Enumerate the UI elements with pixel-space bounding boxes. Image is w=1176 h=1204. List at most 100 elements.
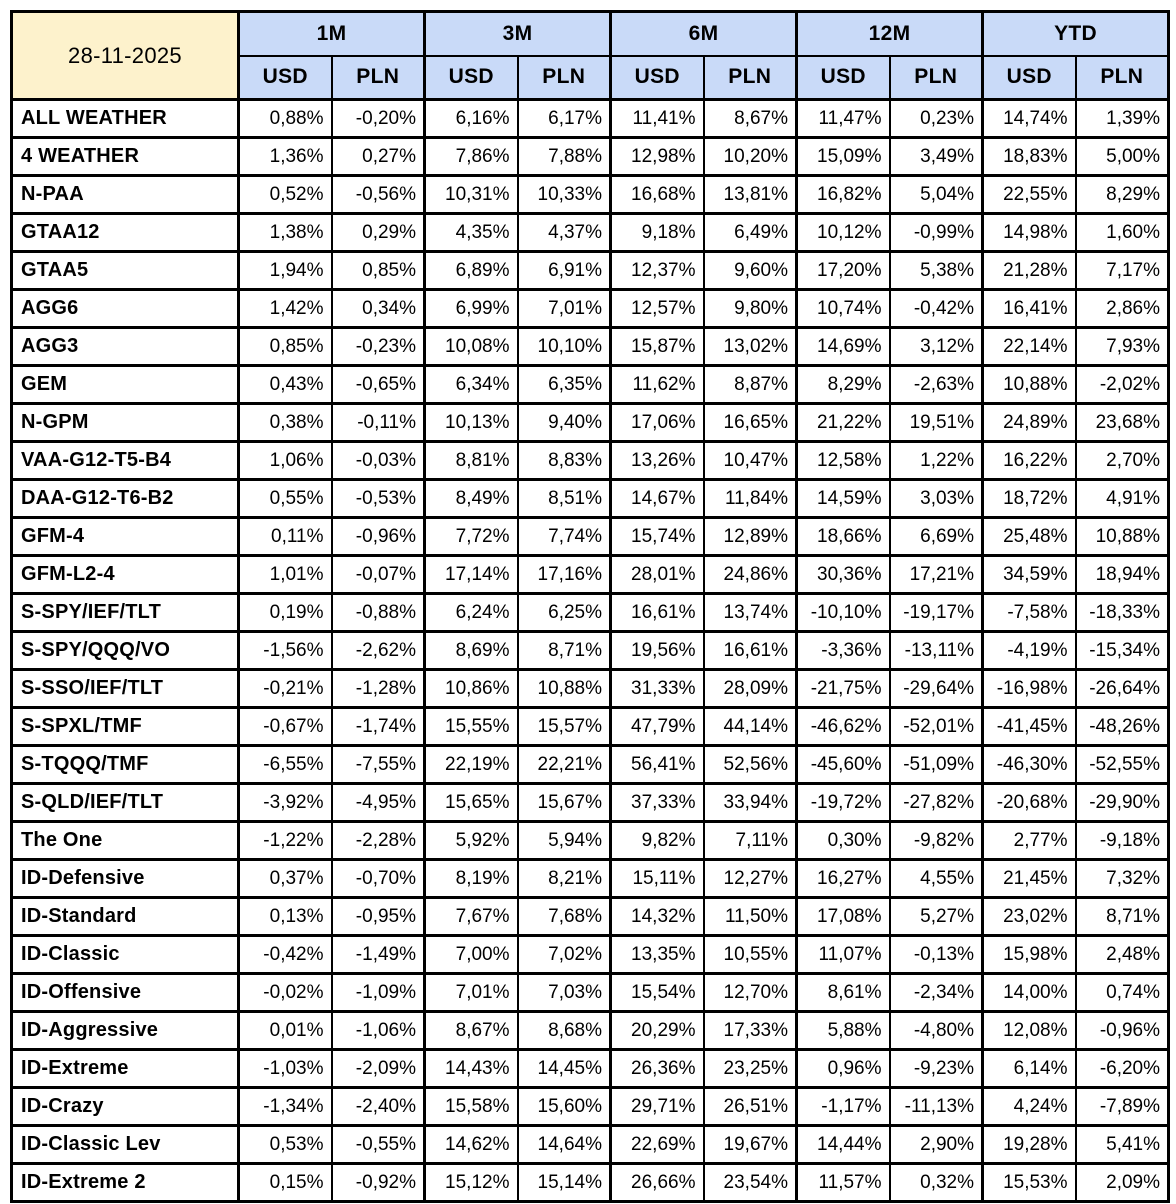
value-cell: 11,50% xyxy=(702,896,798,937)
value-cell: -0,13% xyxy=(888,934,985,975)
row-label: S-QLD/IEF/TLT xyxy=(10,782,240,823)
table-row: S-SPXL/TMF -0,67% -1,74% 15,55% 15,57% 47,79%… xyxy=(10,706,1171,747)
value-cell: -0,02% xyxy=(237,972,333,1013)
value-cell: 5,94% xyxy=(516,820,612,861)
value-cell: 47,79% xyxy=(609,706,705,747)
value-cell: 21,45% xyxy=(981,858,1077,899)
value-cell: 7,68% xyxy=(516,896,612,937)
table-row: S-QLD/IEF/TLT -3,92% -4,95% 15,65% 15,67% 37,… xyxy=(10,782,1171,823)
value-cell: 13,35% xyxy=(609,934,705,975)
value-cell: 10,47% xyxy=(702,440,798,481)
value-cell: 11,62% xyxy=(609,364,705,405)
value-cell: -0,92% xyxy=(330,1162,426,1203)
currency-header-6m-pln: PLN xyxy=(702,54,798,101)
value-cell: -0,42% xyxy=(888,288,985,329)
value-cell: 6,99% xyxy=(423,288,519,329)
value-cell: 24,86% xyxy=(702,554,798,595)
value-cell: 0,29% xyxy=(330,212,426,253)
value-cell: 25,48% xyxy=(981,516,1077,557)
value-cell: 5,04% xyxy=(888,174,985,215)
value-cell: -26,64% xyxy=(1074,668,1171,709)
value-cell: 12,27% xyxy=(702,858,798,899)
value-cell: 52,56% xyxy=(702,744,798,785)
value-cell: 19,51% xyxy=(888,402,985,443)
value-cell: -0,07% xyxy=(330,554,426,595)
value-cell: -6,20% xyxy=(1074,1048,1171,1089)
value-cell: -9,23% xyxy=(888,1048,985,1089)
table-row: ID-Aggressive 0,01% -1,06% 8,67% 8,68% 20,29%… xyxy=(10,1010,1171,1051)
value-cell: 16,22% xyxy=(981,440,1077,481)
value-cell: 22,55% xyxy=(981,174,1077,215)
value-cell: 13,74% xyxy=(702,592,798,633)
value-cell: 14,32% xyxy=(609,896,705,937)
value-cell: 19,28% xyxy=(981,1124,1077,1165)
value-cell: -51,09% xyxy=(888,744,985,785)
row-label: ALL WEATHER xyxy=(10,98,240,139)
value-cell: 26,36% xyxy=(609,1048,705,1089)
value-cell: 8,29% xyxy=(795,364,891,405)
value-cell: -19,72% xyxy=(795,782,891,823)
value-cell: 12,37% xyxy=(609,250,705,291)
value-cell: -1,28% xyxy=(330,668,426,709)
value-cell: -52,55% xyxy=(1074,744,1171,785)
header-currency-row: USD PLN USD PLN USD PLN USD PLN USD PLN xyxy=(12,54,1171,101)
table-row: N-GPM 0,38% -0,11% 10,13% 9,40% 17,06% 16,65% 2… xyxy=(10,402,1171,443)
value-cell: -1,56% xyxy=(237,630,333,671)
value-cell: -1,06% xyxy=(330,1010,426,1051)
value-cell: 6,25% xyxy=(516,592,612,633)
value-cell: -1,74% xyxy=(330,706,426,747)
value-cell: 0,53% xyxy=(237,1124,333,1165)
value-cell: 21,22% xyxy=(795,402,891,443)
value-cell: 4,55% xyxy=(888,858,985,899)
value-cell: 8,29% xyxy=(1074,174,1171,215)
currency-header-1m-pln: PLN xyxy=(330,54,426,101)
value-cell: 10,33% xyxy=(516,174,612,215)
value-cell: 7,02% xyxy=(516,934,612,975)
value-cell: 17,33% xyxy=(702,1010,798,1051)
value-cell: 5,92% xyxy=(423,820,519,861)
value-cell: 0,85% xyxy=(237,326,333,367)
period-header-ytd: YTD xyxy=(981,10,1171,57)
value-cell: -1,09% xyxy=(330,972,426,1013)
table-row: 4 WEATHER 1,36% 0,27% 7,86% 7,88% 12,98% 10,20… xyxy=(10,136,1171,177)
table-row: AGG6 1,42% 0,34% 6,99% 7,01% 12,57% 9,80% 10,74… xyxy=(10,288,1171,329)
table-row: N-PAA 0,52% -0,56% 10,31% 10,33% 16,68% 13,81%… xyxy=(10,174,1171,215)
value-cell: 10,88% xyxy=(516,668,612,709)
value-cell: 6,91% xyxy=(516,250,612,291)
header-period-row: 28-11-2025 1M 3M 6M 12M YTD xyxy=(10,10,1171,101)
value-cell: -3,36% xyxy=(795,630,891,671)
value-cell: -0,56% xyxy=(330,174,426,215)
value-cell: 9,60% xyxy=(702,250,798,291)
value-cell: -3,92% xyxy=(237,782,333,823)
value-cell: -48,26% xyxy=(1074,706,1171,747)
value-cell: -27,82% xyxy=(888,782,985,823)
value-cell: 0,30% xyxy=(795,820,891,861)
currency-header-3m-pln: PLN xyxy=(516,54,612,101)
value-cell: 30,36% xyxy=(795,554,891,595)
value-cell: 0,88% xyxy=(237,98,333,139)
value-cell: 15,09% xyxy=(795,136,891,177)
value-cell: -21,75% xyxy=(795,668,891,709)
value-cell: 1,60% xyxy=(1074,212,1171,253)
value-cell: -1,34% xyxy=(237,1086,333,1127)
value-cell: 5,00% xyxy=(1074,136,1171,177)
value-cell: 22,69% xyxy=(609,1124,705,1165)
value-cell: 9,40% xyxy=(516,402,612,443)
value-cell: -0,96% xyxy=(330,516,426,557)
value-cell: 0,15% xyxy=(237,1162,333,1203)
table-row: The One -1,22% -2,28% 5,92% 5,94% 9,82% 7,11% 0… xyxy=(10,820,1171,861)
value-cell: -0,03% xyxy=(330,440,426,481)
value-cell: 0,96% xyxy=(795,1048,891,1089)
value-cell: 22,19% xyxy=(423,744,519,785)
value-cell: 2,77% xyxy=(981,820,1077,861)
value-cell: 4,35% xyxy=(423,212,519,253)
value-cell: 1,42% xyxy=(237,288,333,329)
value-cell: 1,36% xyxy=(237,136,333,177)
value-cell: 14,67% xyxy=(609,478,705,519)
table-row: ID-Extreme -1,03% -2,09% 14,43% 14,45% 26,36%… xyxy=(10,1048,1171,1089)
value-cell: 44,14% xyxy=(702,706,798,747)
value-cell: 7,17% xyxy=(1074,250,1171,291)
row-label: GTAA5 xyxy=(10,250,240,291)
value-cell: 34,59% xyxy=(981,554,1077,595)
